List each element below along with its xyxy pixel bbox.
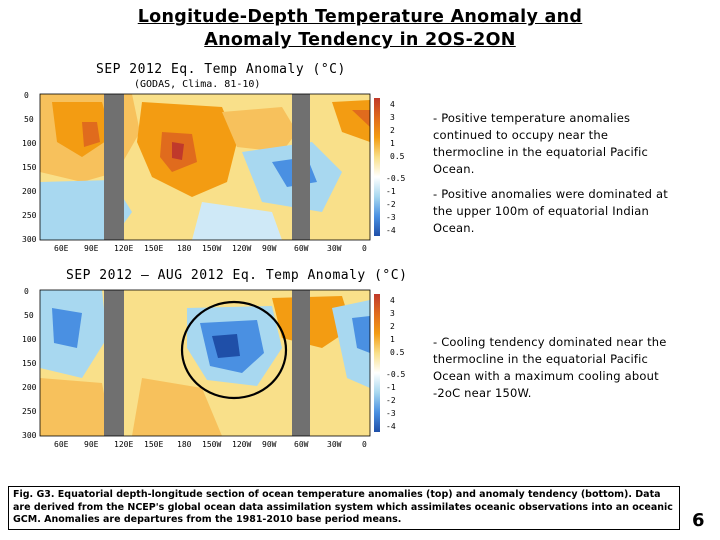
top-lon-label: 180 (177, 244, 192, 253)
top-colorbar-label: -1 (386, 187, 396, 196)
cool-patch-deep-center (192, 202, 282, 240)
top-lon-label: 30W (327, 244, 342, 253)
bottom-colorbar-label: 2 (390, 322, 395, 331)
land-mask-america (292, 94, 310, 240)
bottom-lon-label: 150W (202, 440, 222, 449)
top-depth-label: 100 (22, 139, 37, 148)
bottom-depth-label: 50 (24, 311, 34, 320)
bottom-colorbar-label: 4 (390, 296, 395, 305)
page-title-line-1: Longitude-Depth Temperature Anomaly and (137, 7, 583, 27)
bottom-lon-label: 150E (144, 440, 164, 449)
top-lon-label: 0 (362, 244, 367, 253)
bottom-lon-label: 60W (294, 440, 309, 449)
bottom-colorbar-label: -4 (386, 422, 396, 431)
top-depth-label: 150 (22, 163, 37, 172)
top-colorbar-label: -2 (386, 200, 396, 209)
top-colorbar-label: 4 (390, 100, 395, 109)
top-colorbar-label: 3 (390, 113, 395, 122)
note-top-2: - Positive anomalies were dominated at t… (433, 187, 668, 235)
cool-patch-atlantic-core (352, 316, 370, 353)
note-top-1: - Positive temperature anomalies continu… (433, 111, 649, 176)
top-colorbar-label: 1 (390, 139, 395, 148)
warm-patch-indian-core (52, 102, 112, 157)
warm-patch-atlantic-core (352, 110, 370, 127)
warm-patch-indian-max (82, 122, 100, 147)
bottom-colorbar-label: 0.5 (390, 348, 405, 357)
bottom-depth-label: 150 (22, 359, 37, 368)
notes-bottom: - Cooling tendency dominated near the th… (429, 332, 682, 414)
bottom-colorbar (374, 294, 380, 432)
temp-tendency-panel: SEP 2012 — AUG 2012 Eq. Temp Anomaly (°C… (22, 268, 407, 458)
bottom-depth-label: 250 (22, 407, 37, 416)
bottom-lon-label: 90W (262, 440, 277, 449)
bottom-lon-label: 60E (54, 440, 69, 449)
warm-patch-deep-center (132, 378, 222, 436)
top-colorbar-label: -0.5 (386, 174, 406, 183)
top-colorbar-label: -3 (386, 213, 396, 222)
top-colorbar-label: -4 (386, 226, 396, 235)
top-section-plot (39, 93, 371, 241)
top-lon-label: 60W (294, 244, 309, 253)
top-depth-label: 300 (22, 235, 37, 244)
bottom-depth-label: 100 (22, 335, 37, 344)
bottom-panel-title: SEP 2012 — AUG 2012 Eq. Temp Anomaly (°C… (66, 268, 408, 283)
top-panel-subtitle: (GODAS, Clima. 81-10) (134, 79, 261, 90)
bottom-lon-label: 180 (177, 440, 192, 449)
top-lon-label: 150E (144, 244, 164, 253)
warm-patch-east (222, 107, 297, 152)
top-lon-label: 120W (232, 244, 252, 253)
highlight-circle (180, 300, 288, 400)
top-colorbar (374, 98, 380, 236)
top-lon-label: 90W (262, 244, 277, 253)
top-lon-label: 90E (84, 244, 99, 253)
top-lon-label: 60E (54, 244, 69, 253)
warm-patch-deep-west (40, 378, 112, 436)
top-lon-label: 150W (202, 244, 222, 253)
bottom-lon-label: 0 (362, 440, 367, 449)
land-mask-indonesia (104, 290, 124, 436)
cool-patch-indian-core (52, 308, 82, 348)
top-depth-label: 50 (24, 115, 34, 124)
top-depth-label: 0 (24, 91, 29, 100)
cool-patch-pacific-max (212, 334, 240, 358)
bottom-colorbar-label: 3 (390, 309, 395, 318)
warm-patch-pacific-max (172, 142, 184, 160)
bottom-colorbar-label: 1 (390, 335, 395, 344)
top-colorbar-label: 0.5 (390, 152, 405, 161)
top-panel-title: SEP 2012 Eq. Temp Anomaly (°C) (96, 62, 346, 77)
bottom-depth-label: 300 (22, 431, 37, 440)
bottom-colorbar-label: -0.5 (386, 370, 406, 379)
bottom-colorbar-label: -3 (386, 409, 396, 418)
bottom-lon-label: 90E (84, 440, 99, 449)
figure-caption: Fig. G3. Equatorial depth-longitude sect… (8, 486, 680, 530)
bottom-colorbar-label: -1 (386, 383, 396, 392)
note-bottom-1: - Cooling tendency dominated near the th… (433, 335, 667, 400)
land-mask-indonesia (104, 94, 124, 240)
notes-top: - Positive temperature anomalies continu… (429, 108, 682, 240)
page-number: 6 (692, 510, 705, 531)
bottom-lon-label: 120E (114, 440, 134, 449)
bottom-lon-label: 120W (232, 440, 252, 449)
land-mask-america (292, 290, 310, 436)
bottom-section-plot (39, 289, 371, 437)
bottom-depth-label: 0 (24, 287, 29, 296)
page-title-line-2: Anomaly Tendency in 2OS-2ON (204, 30, 516, 50)
top-colorbar-label: 2 (390, 126, 395, 135)
top-plot-frame (39, 93, 371, 241)
bottom-lon-label: 30W (327, 440, 342, 449)
bottom-plot-frame (39, 289, 371, 437)
temp-anomaly-panel: SEP 2012 Eq. Temp Anomaly (°C) (GODAS, C… (22, 62, 405, 258)
top-depth-label: 200 (22, 187, 37, 196)
bottom-depth-label: 200 (22, 383, 37, 392)
top-lon-label: 120E (114, 244, 134, 253)
bottom-colorbar-label: -2 (386, 396, 396, 405)
top-depth-label: 250 (22, 211, 37, 220)
